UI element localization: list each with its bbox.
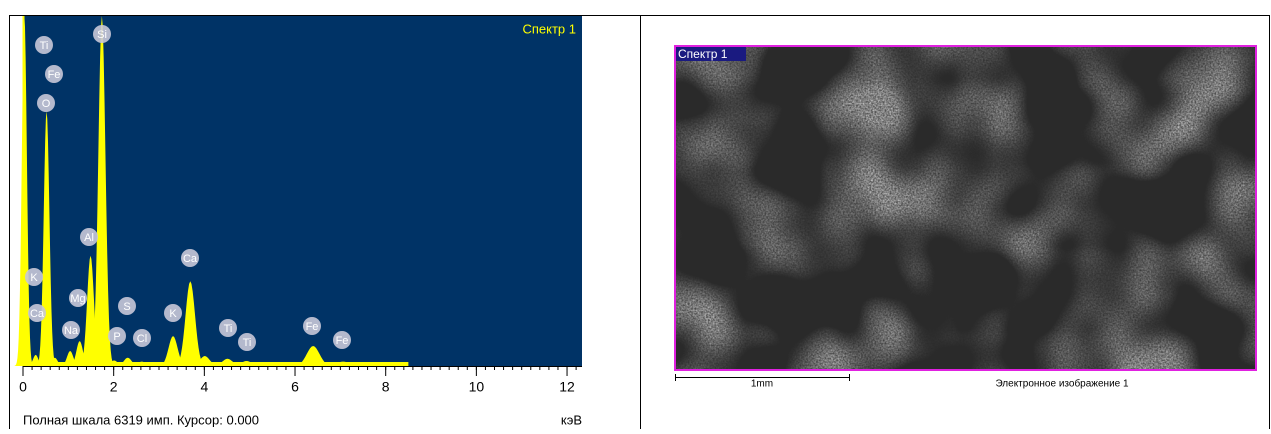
element-label: Al — [84, 232, 94, 244]
image-caption: Электронное изображение 1 — [995, 378, 1129, 390]
x-tick-label: 8 — [382, 379, 390, 395]
element-label: Ti — [243, 337, 252, 349]
element-label: Si — [97, 29, 107, 41]
element-label: S — [123, 301, 130, 313]
element-label: Cl — [137, 333, 147, 345]
element-label: Ca — [183, 253, 198, 265]
element-label: Fe — [336, 335, 349, 347]
element-label: P — [113, 331, 120, 343]
element-label: Fe — [48, 69, 61, 81]
x-tick-label: 12 — [559, 379, 575, 395]
page: Спектр 1 Полная шкала 6319 имп. Курсор: … — [0, 0, 1271, 429]
x-tick-label: 6 — [291, 379, 299, 395]
element-label: Mg — [70, 293, 85, 305]
element-label: Ti — [40, 40, 49, 52]
x-tick-label: 0 — [19, 379, 27, 395]
footer: Полная шкала 6319 имп. Курсор: 0.000 — [23, 412, 259, 427]
element-label: Ti — [224, 323, 233, 335]
x-tick-label: 10 — [469, 379, 485, 395]
x-unit: кэВ — [561, 412, 582, 427]
spectrum-title: Спектр 1 — [522, 21, 576, 36]
element-label: Fe — [306, 321, 319, 333]
sem-image — [675, 46, 1256, 370]
x-tick-label: 4 — [200, 379, 208, 395]
element-label: O — [42, 98, 51, 110]
image-tag: Спектр 1 — [678, 47, 728, 61]
element-label: Ca — [30, 308, 45, 320]
element-label: Na — [64, 325, 79, 337]
element-label: K — [169, 308, 177, 320]
x-tick-label: 2 — [110, 379, 118, 395]
scale-label: 1mm — [751, 379, 773, 390]
element-label: K — [30, 272, 38, 284]
